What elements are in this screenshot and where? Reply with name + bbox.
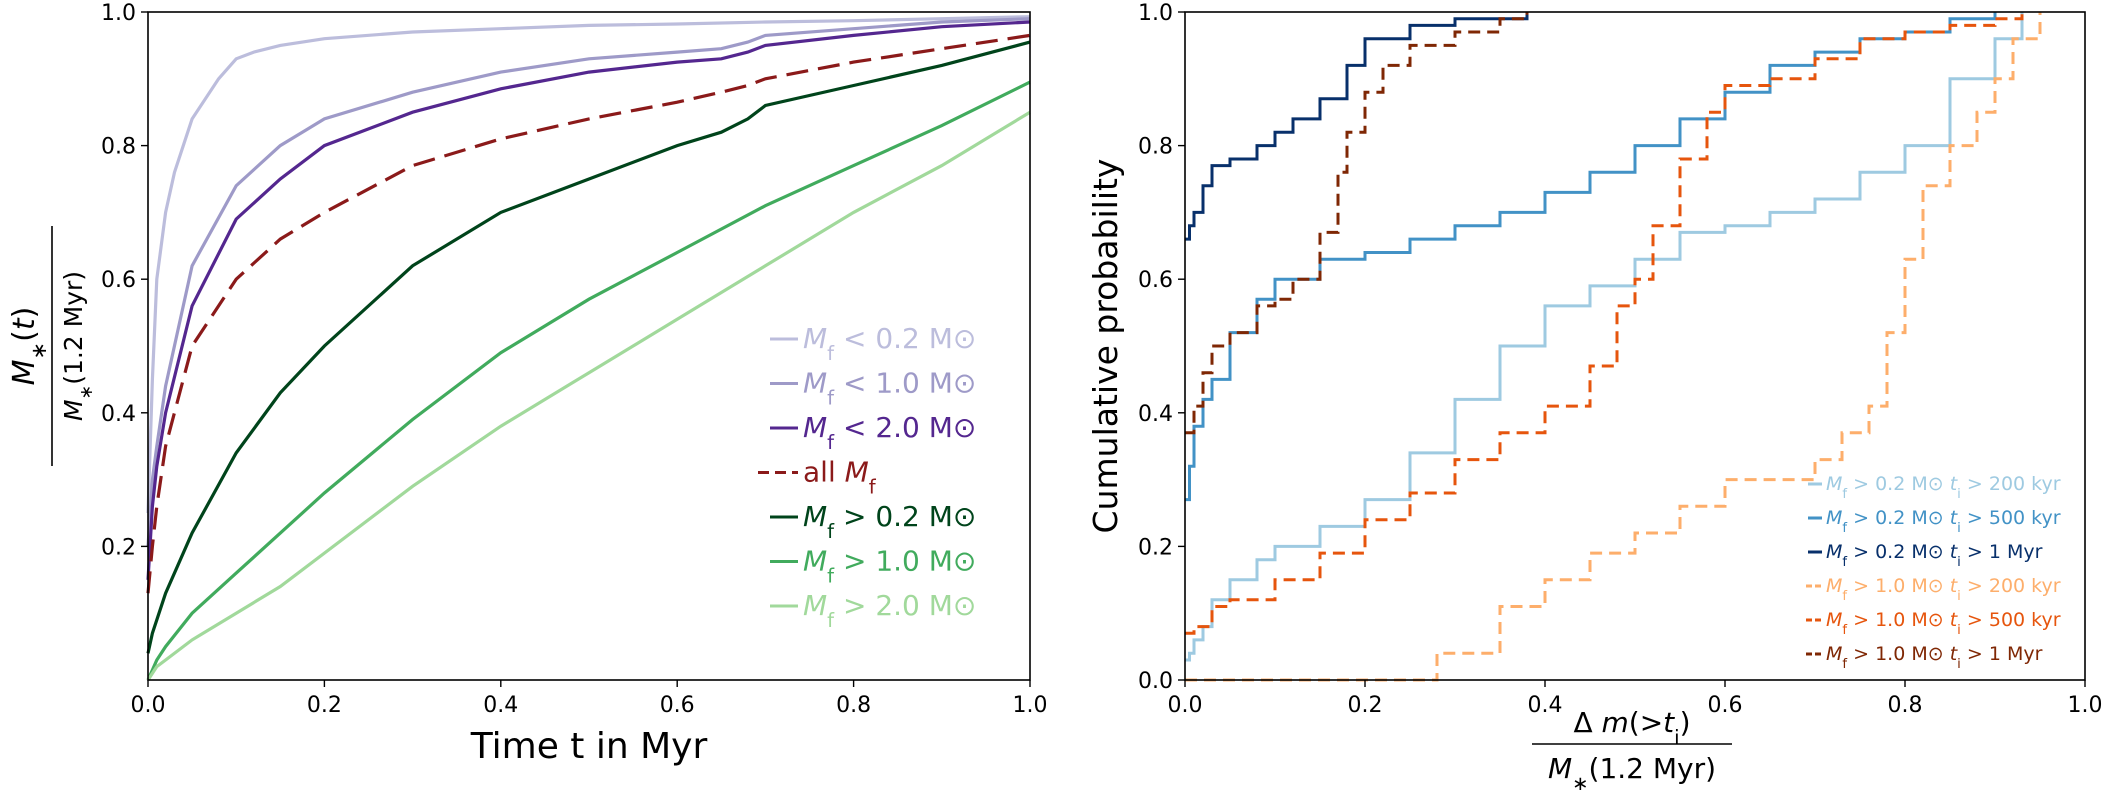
x-tick-label: 0.4 [483,693,518,718]
x-tick-label: 0.2 [307,693,342,718]
x-tick-label: 0.6 [660,693,695,718]
legend-label: Mf > 1.0 M⊙ ti > 200 kyr [1826,575,2061,604]
x-tick-label: 1.0 [2068,693,2103,718]
y-label-denominator: M∗(1.2 Myr) [59,271,97,421]
series-line-4 [146,33,1031,594]
x-axis-label: Time t in Myr [470,726,708,767]
legend-label: Mf < 1.0 M⊙ [803,367,976,410]
x-tick-label: 0.4 [1528,693,1563,718]
series-line-3 [146,20,1031,580]
series-line-4 [1185,12,2042,682]
x-tick-label: 0.8 [1888,693,1923,718]
y-tick-label: 0.2 [1138,535,1173,560]
y-tick-label: 0.4 [101,402,136,427]
series-line-2 [1185,12,1997,502]
x-axis-label: Δ m(>ti)M∗(1.2 Myr) [1532,706,1732,795]
legend-label: Mf > 0.2 M⊙ ti > 1 Myr [1826,541,2043,570]
series-line-1 [146,15,1031,514]
legend-label: Mf > 2.0 M⊙ [803,589,976,632]
y-tick-label: 1.0 [101,1,136,26]
x-tick-label: 0.8 [836,693,871,718]
y-tick-label: 0.0 [1138,669,1173,694]
series-line-3 [1185,12,1529,241]
series-line-1 [1185,12,2024,662]
y-label-numerator: M∗(t) [7,307,51,386]
x-tick-label: 1.0 [1013,693,1048,718]
x-tick-label: 0.0 [131,693,166,718]
y-axis-label: Cumulative probability [1086,159,1125,534]
series-line-6 [146,80,1031,681]
x-tick-label: 0.0 [1168,693,1203,718]
series-line-6 [1185,12,1529,435]
y-axis-label: M∗(t)M∗(1.2 Myr) [7,226,97,466]
series-line-5 [146,40,1031,654]
y-tick-label: 0.6 [1138,268,1173,293]
series-line-5 [1185,12,2024,635]
y-tick-label: 0.4 [1138,402,1173,427]
legend: Mf < 0.2 M⊙Mf < 1.0 M⊙Mf < 2.0 M⊙all MfM… [758,322,976,632]
y-tick-label: 0.6 [101,268,136,293]
x-tick-label: 0.6 [1708,693,1743,718]
legend-label: Mf > 0.2 M⊙ [803,500,976,543]
legend-label: Mf > 1.0 M⊙ ti > 500 kyr [1826,609,2061,638]
legend-label: Mf > 1.0 M⊙ [803,545,976,588]
legend-label: Mf < 2.0 M⊙ [803,411,976,454]
legend-label: all Mf [803,456,877,499]
y-tick-label: 0.2 [101,535,136,560]
plot-frame [147,11,1031,681]
series-line-7 [146,110,1031,681]
x-label-denominator: M∗(1.2 Myr) [1548,752,1716,795]
x-tick-label: 0.2 [1348,693,1383,718]
series-line-2 [146,17,1031,547]
y-tick-label: 0.8 [1138,135,1173,160]
legend-label: Mf > 0.2 M⊙ ti > 500 kyr [1826,507,2061,536]
chart-panel-1: 0.0 0.2 0.4 0.6 0.8 1.0 0.2 0.4 0.6 0.8 1.0 Mf < 0.… [101,1,1048,718]
x-label-numerator: Δ m(>ti) [1573,706,1690,749]
legend: Mf > 0.2 M⊙ ti > 200 kyr Mf > 0.2 M⊙ ti >… [1806,473,2061,672]
legend-label: Mf > 1.0 M⊙ ti > 1 Myr [1826,643,2043,672]
legend-label: Mf > 0.2 M⊙ ti > 200 kyr [1826,473,2061,502]
plot-frame [1184,11,2086,681]
chart-panel-2: 0.0 0.2 0.4 0.6 0.8 1.0 0.0 0.2 0.4 0.6 0.8 1.0 Mf >… [1138,1,2103,718]
y-tick-label: 1.0 [1138,1,1173,26]
legend-label: Mf < 0.2 M⊙ [803,322,976,365]
y-tick-label: 0.8 [101,135,136,160]
